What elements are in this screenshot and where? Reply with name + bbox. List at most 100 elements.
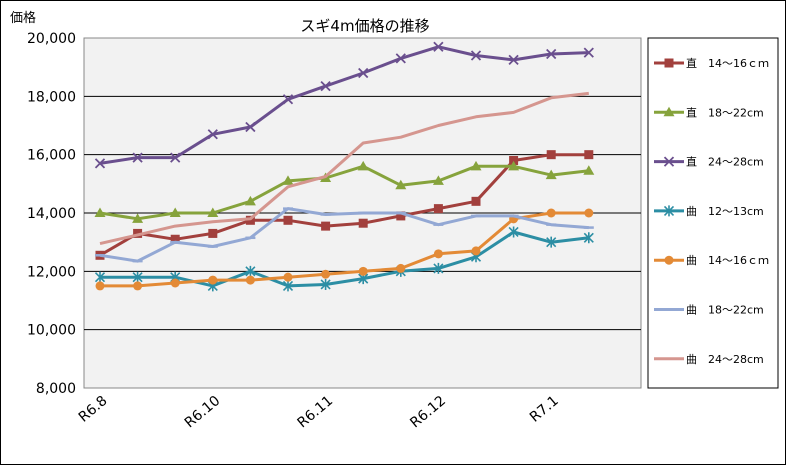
y-tick-label: 18,000 bbox=[27, 89, 76, 105]
data-point bbox=[663, 205, 675, 217]
legend-item: 直 24～28cm bbox=[654, 155, 764, 169]
legend-item: 曲 12～13cm bbox=[654, 205, 764, 218]
data-point bbox=[583, 165, 595, 175]
legend-item: 曲 24～28cm bbox=[654, 353, 764, 366]
data-point bbox=[395, 53, 406, 64]
data-point bbox=[546, 208, 556, 218]
series-path bbox=[99, 207, 589, 263]
data-point bbox=[283, 272, 293, 282]
data-point bbox=[357, 160, 369, 171]
y-tick-label: 20,000 bbox=[27, 31, 76, 47]
data-point bbox=[94, 158, 106, 169]
data-point bbox=[94, 207, 106, 217]
data-point bbox=[470, 50, 482, 61]
legend-label: 曲 14～16ｃｍ bbox=[686, 254, 769, 267]
series-path bbox=[99, 45, 589, 165]
data-point bbox=[170, 152, 181, 163]
data-point bbox=[471, 246, 481, 256]
data-point bbox=[546, 236, 557, 248]
y-tick-label: 8,000 bbox=[36, 381, 76, 397]
data-point bbox=[170, 234, 180, 244]
data-point bbox=[508, 160, 520, 171]
series-path bbox=[100, 211, 589, 288]
data-point bbox=[396, 263, 406, 273]
data-point bbox=[283, 215, 293, 225]
y-tick-label: 14,000 bbox=[27, 206, 76, 222]
series-path bbox=[100, 230, 589, 288]
data-point bbox=[282, 94, 294, 105]
data-point bbox=[245, 275, 255, 285]
legend-item: 曲 18～22cm bbox=[654, 304, 764, 317]
data-point bbox=[583, 47, 594, 58]
data-point bbox=[358, 218, 368, 228]
legend-item: 曲 14～16ｃｍ bbox=[654, 254, 769, 267]
data-point bbox=[169, 207, 181, 217]
y-tick-label: 10,000 bbox=[27, 323, 76, 339]
data-point bbox=[433, 262, 444, 274]
data-point bbox=[282, 280, 294, 292]
data-point bbox=[358, 67, 369, 79]
data-point bbox=[320, 80, 331, 92]
data-point bbox=[207, 129, 218, 140]
data-point bbox=[433, 249, 443, 259]
data-point bbox=[133, 281, 143, 291]
data-point bbox=[245, 265, 256, 277]
y-tick-label: 16,000 bbox=[27, 148, 76, 164]
data-point bbox=[546, 150, 556, 160]
data-point bbox=[321, 221, 331, 231]
data-point bbox=[207, 207, 219, 217]
series-path bbox=[99, 91, 589, 246]
series-layer bbox=[94, 41, 595, 292]
data-point bbox=[395, 179, 407, 190]
data-point bbox=[664, 255, 674, 265]
data-point bbox=[432, 175, 444, 185]
chart-title: スギ4m価格の推移 bbox=[300, 17, 429, 35]
legend-label: 曲 18～22cm bbox=[686, 304, 764, 317]
data-point bbox=[244, 195, 256, 206]
data-point bbox=[508, 54, 519, 66]
data-point bbox=[132, 152, 143, 163]
data-point bbox=[396, 211, 406, 221]
data-point bbox=[321, 269, 331, 279]
data-point bbox=[320, 278, 331, 290]
data-point bbox=[509, 156, 519, 165]
series-line bbox=[95, 207, 594, 263]
data-point bbox=[470, 160, 482, 171]
series-line bbox=[94, 160, 595, 223]
legend-label: 直 18～22cm bbox=[686, 105, 764, 119]
data-point bbox=[664, 58, 674, 68]
data-point bbox=[583, 232, 594, 244]
data-point bbox=[208, 228, 218, 238]
legend-item: 直 18～22cm bbox=[654, 105, 764, 119]
data-point bbox=[545, 169, 557, 180]
data-point bbox=[95, 281, 105, 291]
legend-label: 直 14～16ｃｍ bbox=[686, 56, 769, 70]
series-line bbox=[94, 41, 594, 169]
legend-item: 直 14～16ｃｍ bbox=[654, 56, 769, 70]
legend-label: 曲 12～13cm bbox=[686, 205, 764, 218]
series-line bbox=[95, 208, 594, 291]
data-point bbox=[208, 275, 218, 285]
data-point bbox=[546, 48, 557, 60]
legend-items: 直 14～16ｃｍ 直 18～22cm 直 24～28cm 曲 12～13cm 曲 14… bbox=[654, 56, 769, 366]
data-point bbox=[584, 150, 594, 160]
data-point bbox=[358, 266, 368, 276]
data-point bbox=[245, 121, 256, 133]
data-point bbox=[282, 175, 294, 185]
data-point bbox=[663, 106, 675, 117]
data-point bbox=[433, 41, 444, 52]
series-path bbox=[99, 164, 589, 221]
y-tick-label: 12,000 bbox=[27, 264, 76, 280]
data-point bbox=[508, 226, 519, 238]
data-point bbox=[663, 156, 675, 167]
legend-label: 曲 24～28cm bbox=[686, 353, 764, 366]
data-point bbox=[94, 271, 106, 283]
series-line bbox=[99, 91, 589, 246]
data-point bbox=[471, 196, 481, 206]
data-point bbox=[584, 208, 594, 218]
y-tick-labels: 8,000 10,000 12,000 14,000 16,000 18,000 20,00… bbox=[27, 31, 76, 397]
data-point bbox=[132, 213, 144, 223]
data-point bbox=[433, 204, 443, 214]
